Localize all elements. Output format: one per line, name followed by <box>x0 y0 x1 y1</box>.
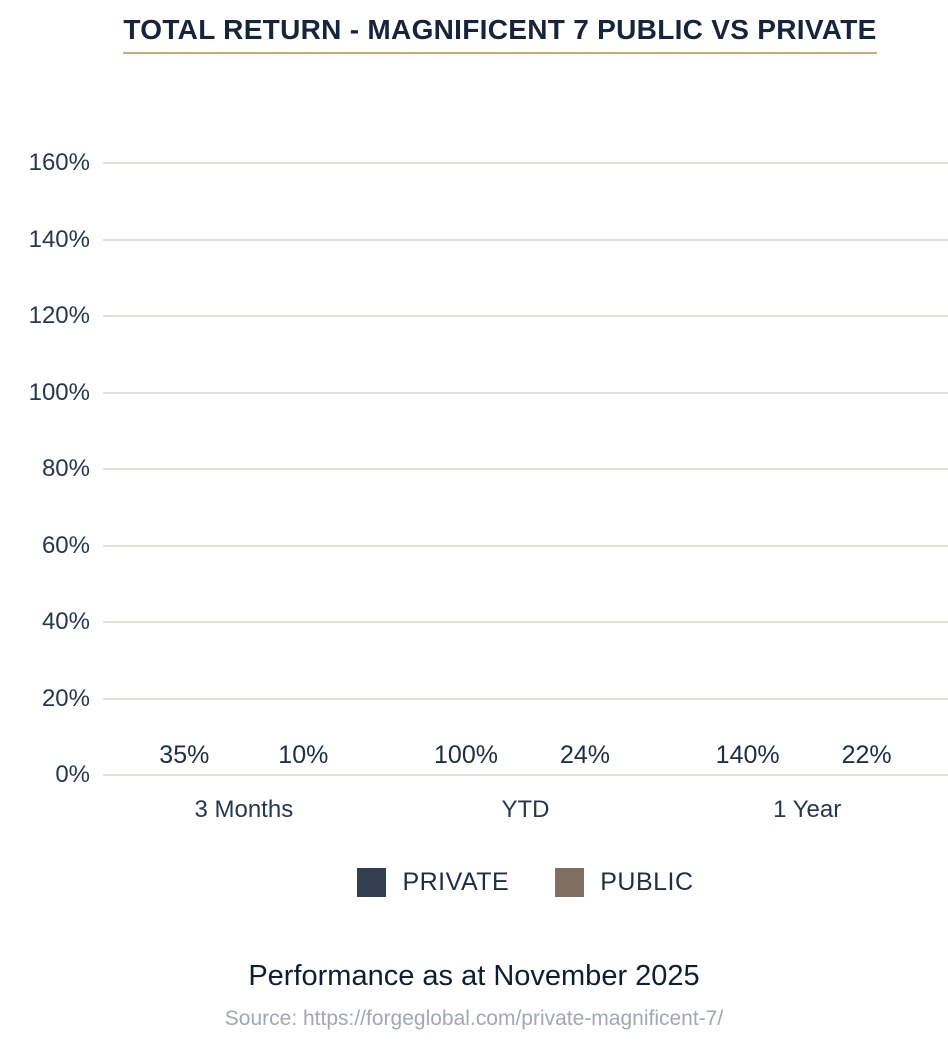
gridline-120 <box>103 315 948 317</box>
y-axis-tick-label-140: 140% <box>28 225 90 253</box>
chart-header: TOTAL RETURN - MAGNIFICENT 7 PUBLIC VS P… <box>52 14 948 54</box>
bar-chart-plot-area: 0% 20% 40% 60% 80% 100% 120% 140% 160% 35% 10% 100%… <box>29 151 948 787</box>
x-axis: 3 Months YTD 1 Year <box>103 796 948 824</box>
x-axis-category-label-ytd: YTD <box>501 796 550 823</box>
y-axis-tick-label-0: 0% <box>55 761 90 788</box>
bar-value-label: 10% <box>278 741 329 769</box>
chart-title: TOTAL RETURN - MAGNIFICENT 7 PUBLIC VS P… <box>123 14 877 54</box>
y-axis-tick-label-60: 60% <box>41 531 90 559</box>
gridline-80 <box>103 468 948 470</box>
gridline-100 <box>103 391 948 394</box>
gridline-20 <box>103 697 948 700</box>
bar-groups: 35% 10% 100% 24% 140% 22% <box>103 163 948 775</box>
gridline-40 <box>103 621 948 623</box>
gridline-140 <box>103 238 948 241</box>
y-axis-tick-label-160: 160% <box>28 149 90 176</box>
y-axis-tick-label-20: 20% <box>41 684 90 712</box>
legend-label-private: PRIVATE <box>402 868 510 896</box>
legend: PRIVATE PUBLIC <box>103 868 948 897</box>
legend-label-public: PUBLIC <box>600 868 694 896</box>
x-axis-category-label-1-year: 1 Year <box>773 796 842 823</box>
bar-value-label: 100% <box>434 741 498 769</box>
bar-value-label: 140% <box>715 741 780 769</box>
gridline-160 <box>103 162 948 164</box>
y-axis-tick-label-80: 80% <box>41 455 90 482</box>
bar-value-label: 22% <box>841 741 892 769</box>
bar-value-label: 24% <box>559 741 611 769</box>
legend-swatch-private-icon <box>357 868 387 897</box>
source-note: Source: https://forgeglobal.com/private-… <box>224 1007 724 1030</box>
legend-item-private: PRIVATE <box>357 868 509 897</box>
y-axis-tick-label-40: 40% <box>41 608 90 635</box>
caption: Performance as at November 2025 <box>248 960 700 992</box>
bar-value-label: 35% <box>159 741 210 769</box>
y-axis-tick-label-120: 120% <box>28 302 90 329</box>
gridline-0 <box>103 774 948 776</box>
y-axis-tick-label-100: 100% <box>28 378 90 406</box>
gridline-60 <box>103 544 948 547</box>
x-axis-category-label-3-months: 3 Months <box>194 796 294 823</box>
legend-item-public: PUBLIC <box>555 868 693 897</box>
legend-swatch-public-icon <box>555 868 585 897</box>
